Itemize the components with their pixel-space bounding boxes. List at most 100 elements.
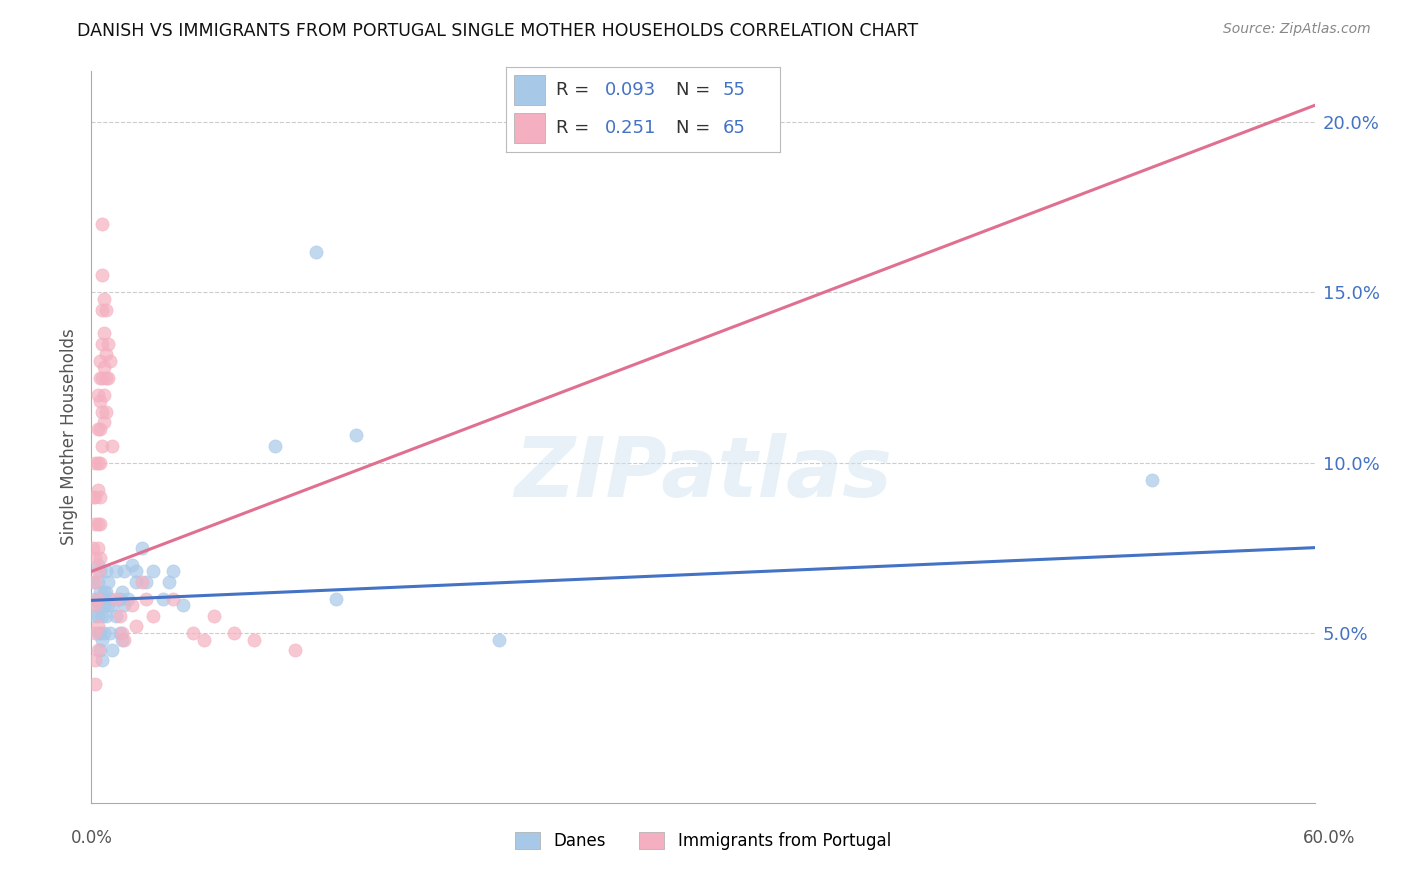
Point — [108, 625, 131, 640]
Point — [94, 347, 117, 361]
Point — [131, 541, 153, 555]
Point — [264, 439, 287, 453]
Point — [98, 591, 121, 606]
Point — [86, 558, 108, 572]
Point — [117, 591, 139, 606]
Point — [89, 642, 111, 657]
Point — [89, 394, 111, 409]
Point — [90, 218, 112, 232]
Point — [108, 591, 131, 606]
Point — [93, 625, 115, 640]
Point — [89, 353, 111, 368]
Point — [101, 599, 124, 613]
Point — [157, 574, 180, 589]
Point — [86, 565, 108, 579]
Text: 60.0%: 60.0% — [1302, 829, 1355, 847]
Point — [121, 558, 143, 572]
Text: ZIPatlas: ZIPatlas — [515, 434, 891, 514]
Point — [86, 625, 108, 640]
Point — [89, 421, 111, 435]
Text: 0.251: 0.251 — [605, 119, 657, 136]
Text: 55: 55 — [723, 81, 745, 99]
Point — [89, 490, 111, 504]
Text: 65: 65 — [723, 119, 745, 136]
Point — [112, 565, 135, 579]
Point — [82, 574, 104, 589]
Point — [243, 632, 266, 647]
Point — [97, 370, 120, 384]
Point — [89, 585, 111, 599]
Point — [101, 439, 124, 453]
Text: R =: R = — [555, 81, 589, 99]
Point — [141, 565, 163, 579]
Point — [111, 585, 134, 599]
Y-axis label: Single Mother Households: Single Mother Households — [59, 329, 77, 545]
Point — [86, 387, 108, 401]
Text: N =: N = — [676, 119, 710, 136]
Point — [97, 574, 120, 589]
Bar — [515, 75, 544, 105]
Point — [284, 642, 307, 657]
Point — [98, 625, 121, 640]
Point — [193, 632, 215, 647]
Point — [90, 439, 112, 453]
Point — [93, 585, 115, 599]
Point — [94, 565, 117, 579]
Point — [90, 608, 112, 623]
Point — [90, 404, 112, 418]
Point — [112, 599, 135, 613]
Point — [84, 490, 107, 504]
Point — [90, 591, 112, 606]
Point — [86, 574, 108, 589]
Point — [162, 565, 184, 579]
Point — [162, 591, 184, 606]
Text: 0.0%: 0.0% — [70, 829, 112, 847]
Point — [111, 632, 134, 647]
Point — [86, 456, 108, 470]
Point — [94, 370, 117, 384]
Text: 0.093: 0.093 — [605, 81, 657, 99]
Point — [84, 599, 107, 613]
Point — [86, 483, 108, 497]
Point — [82, 541, 104, 555]
Point — [82, 490, 104, 504]
Point — [93, 387, 115, 401]
Point — [86, 516, 108, 531]
Text: N =: N = — [676, 81, 710, 99]
Point — [84, 599, 107, 613]
Point — [325, 591, 347, 606]
Point — [222, 625, 246, 640]
Point — [101, 642, 124, 657]
Point — [104, 608, 127, 623]
Point — [84, 574, 107, 589]
Point — [94, 404, 117, 418]
Point — [86, 642, 108, 657]
Point — [84, 608, 107, 623]
Point — [93, 293, 115, 307]
Point — [125, 619, 148, 633]
Point — [94, 585, 117, 599]
Point — [93, 326, 115, 341]
Point — [93, 599, 115, 613]
Point — [304, 244, 326, 259]
Point — [346, 428, 368, 442]
Point — [86, 591, 108, 606]
Point — [86, 421, 108, 435]
Point — [86, 541, 108, 555]
Point — [98, 353, 121, 368]
Point — [125, 565, 148, 579]
Point — [172, 599, 194, 613]
Point — [90, 632, 112, 647]
Point — [141, 608, 163, 623]
Text: R =: R = — [555, 119, 589, 136]
Point — [89, 456, 111, 470]
Point — [89, 599, 111, 613]
Point — [84, 677, 107, 691]
Point — [86, 591, 108, 606]
Point — [104, 565, 127, 579]
Point — [90, 268, 112, 283]
Point — [84, 591, 107, 606]
Point — [93, 415, 115, 429]
Point — [89, 550, 111, 565]
Bar — [515, 112, 544, 143]
